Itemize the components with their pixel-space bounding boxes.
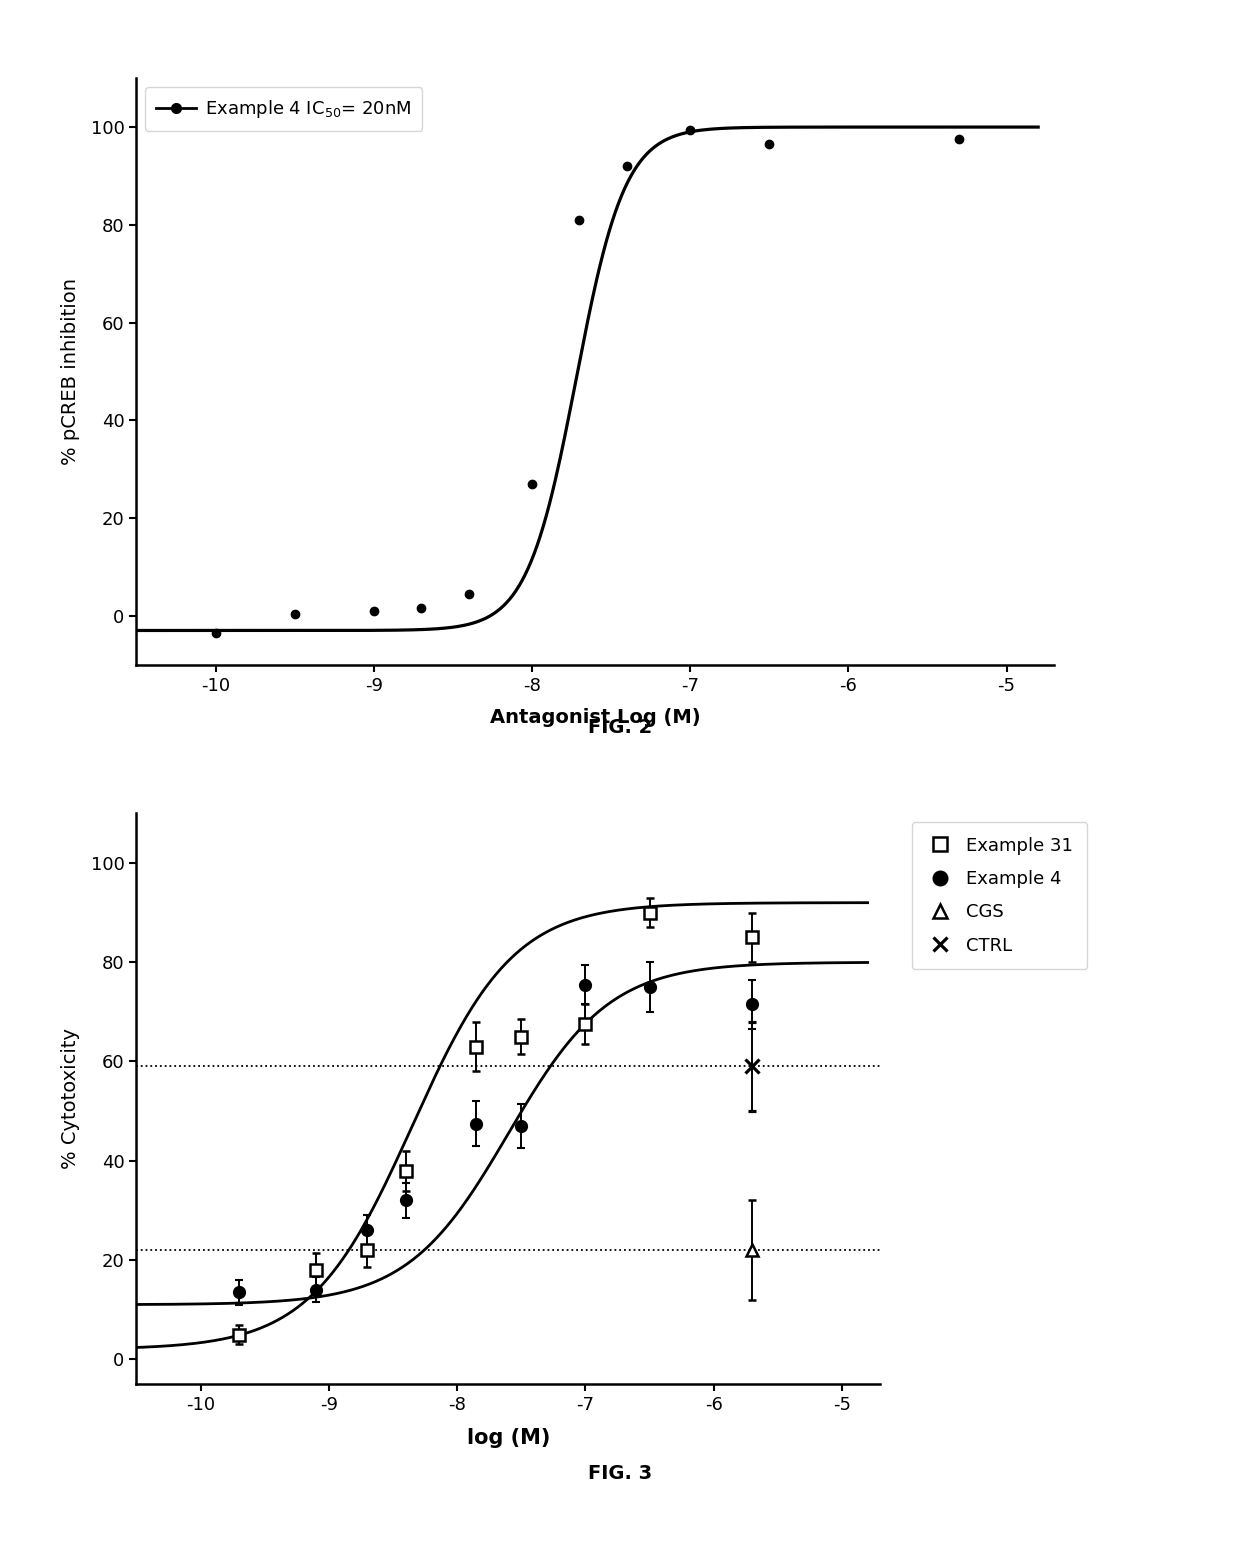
X-axis label: Antagonist Log (M): Antagonist Log (M) (490, 708, 701, 727)
Legend: Example 4 IC$_{50}$= 20nM: Example 4 IC$_{50}$= 20nM (145, 88, 423, 131)
Y-axis label: % Cytotoxicity: % Cytotoxicity (61, 1028, 79, 1170)
X-axis label: log (M): log (M) (466, 1428, 551, 1448)
Y-axis label: % pCREB inhibition: % pCREB inhibition (61, 278, 79, 465)
Legend: Example 31, Example 4, CGS, CTRL: Example 31, Example 4, CGS, CTRL (911, 823, 1087, 970)
Text: FIG. 2: FIG. 2 (588, 718, 652, 737)
Text: FIG. 3: FIG. 3 (588, 1464, 652, 1483)
